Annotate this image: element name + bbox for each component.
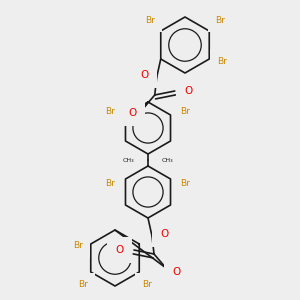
Text: CH₃: CH₃ [122, 158, 134, 163]
Text: Br: Br [181, 178, 190, 188]
Text: Br: Br [215, 16, 225, 25]
Text: CH₃: CH₃ [162, 158, 174, 163]
Text: Br: Br [181, 106, 190, 116]
Text: O: O [160, 229, 168, 239]
Text: Br: Br [106, 178, 116, 188]
Text: Br: Br [145, 16, 155, 25]
Text: Br: Br [78, 280, 88, 289]
Text: O: O [140, 70, 149, 80]
Text: O: O [116, 245, 124, 255]
Text: Br: Br [142, 280, 152, 289]
Text: Br: Br [73, 242, 83, 250]
Text: O: O [172, 267, 180, 277]
Text: O: O [185, 86, 193, 96]
Text: Br: Br [106, 106, 116, 116]
Text: O: O [128, 108, 137, 118]
Text: Br: Br [217, 56, 227, 65]
